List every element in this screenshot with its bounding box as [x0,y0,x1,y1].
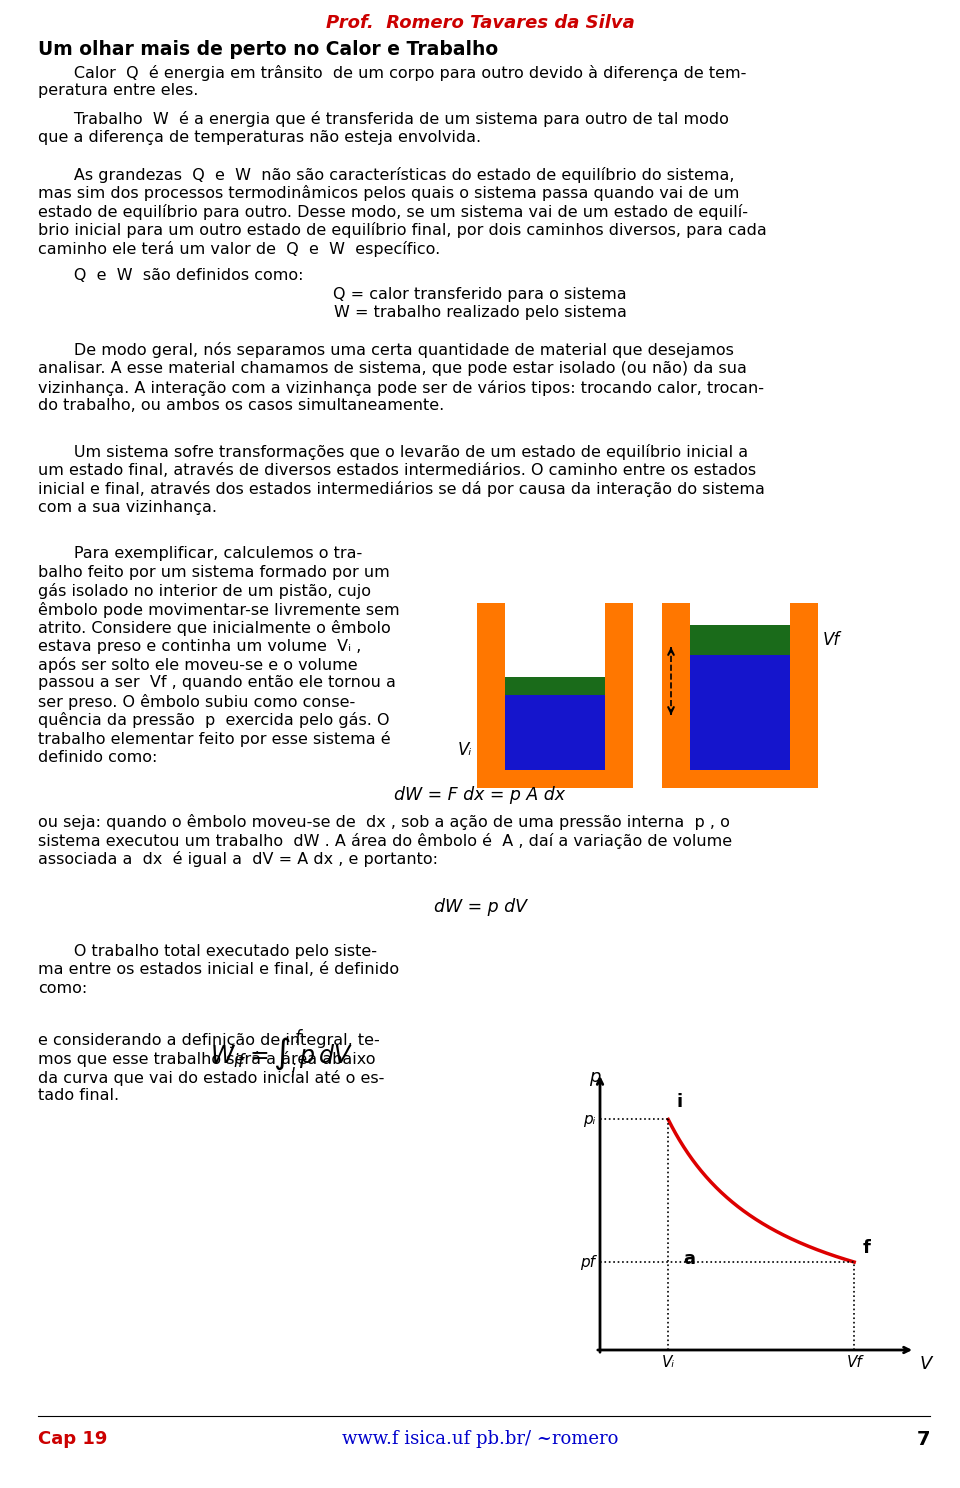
Text: inicial e final, através dos estados intermediários se dá por causa da interação: inicial e final, através dos estados int… [38,481,765,497]
Text: dW = F dx = p A dx: dW = F dx = p A dx [395,787,565,805]
Text: i: i [676,1094,683,1112]
Text: De modo geral, nós separamos uma certa quantidade de material que desejamos: De modo geral, nós separamos uma certa q… [38,342,733,359]
Text: W = trabalho realizado pelo sistema: W = trabalho realizado pelo sistema [333,305,627,320]
Text: Q = calor transferido para o sistema: Q = calor transferido para o sistema [333,287,627,302]
Text: www.f isica.uf pb.br/ ~romero: www.f isica.uf pb.br/ ~romero [342,1430,618,1448]
Text: Vf: Vf [823,631,840,649]
Bar [505,695,605,769]
Text: do trabalho, ou ambos os casos simultaneamente.: do trabalho, ou ambos os casos simultane… [38,397,444,414]
Text: a: a [684,1250,695,1268]
Text: associada a  dx  é igual a  dV = A dx , e portanto:: associada a dx é igual a dV = A dx , e p… [38,851,438,868]
Text: trabalho elementar feito por esse sistema é: trabalho elementar feito por esse sistem… [38,731,391,747]
Text: brio inicial para um outro estado de equilíbrio final, por dois caminhos diverso: brio inicial para um outro estado de equ… [38,222,767,238]
Text: atrito. Considere que inicialmente o êmbolo: atrito. Considere que inicialmente o êmb… [38,620,391,635]
Text: passou a ser  Vf , quando então ele tornou a: passou a ser Vf , quando então ele torno… [38,676,396,690]
Text: $W_{if} = \int_i^f p\,dV$: $W_{if} = \int_i^f p\,dV$ [210,1027,353,1080]
Text: com a sua vizinhança.: com a sua vizinhança. [38,500,217,515]
Text: quência da pressão  p  exercida pelo gás. O: quência da pressão p exercida pelo gás. … [38,713,390,729]
Text: As grandezas  Q  e  W  não são características do estado de equilíbrio do sistem: As grandezas Q e W não são característic… [38,167,734,183]
Text: um estado final, através de diversos estados intermediários. O caminho entre os : um estado final, através de diversos est… [38,463,756,478]
Text: peratura entre eles.: peratura entre eles. [38,83,199,98]
Bar [605,603,633,789]
Text: estado de equilíbrio para outro. Desse modo, se um sistema vai de um estado de e: estado de equilíbrio para outro. Desse m… [38,204,748,220]
Text: como:: como: [38,981,87,995]
Text: êmbolo pode movimentar-se livremente sem: êmbolo pode movimentar-se livremente sem [38,601,399,618]
Text: ou seja: quando o êmbolo moveu-se de  dx , sob a ação de uma pressão interna  p : ou seja: quando o êmbolo moveu-se de dx … [38,814,730,830]
Text: analisar. A esse material chamamos de sistema, que pode estar isolado (ou não) d: analisar. A esse material chamamos de si… [38,362,747,376]
Text: tado final.: tado final. [38,1088,119,1103]
Bar [690,655,790,769]
Text: Calor  Q  é energia em trânsito  de um corpo para outro devido à diferença de te: Calor Q é energia em trânsito de um corp… [38,65,746,80]
Text: Trabalho  W  é a energia que é transferida de um sistema para outro de tal modo: Trabalho W é a energia que é transferida… [38,112,729,128]
Text: Para exemplificar, calculemos o tra-: Para exemplificar, calculemos o tra- [38,546,362,561]
Text: caminho ele terá um valor de  Q  e  W  específico.: caminho ele terá um valor de Q e W espec… [38,241,441,257]
Text: Vᵢ: Vᵢ [661,1356,675,1370]
Text: Cap 19: Cap 19 [38,1430,108,1448]
Text: p: p [589,1068,601,1086]
Text: vizinhança. A interação com a vizinhança pode ser de vários tipos: trocando calo: vizinhança. A interação com a vizinhança… [38,379,764,396]
Text: Vᵢ: Vᵢ [458,741,472,759]
Bar [477,603,505,789]
Text: mos que esse trabalho será a área abaixo: mos que esse trabalho será a área abaixo [38,1051,375,1067]
Text: pᵢ: pᵢ [583,1112,595,1126]
Text: da curva que vai do estado inicial até o es-: da curva que vai do estado inicial até o… [38,1070,384,1086]
Bar [662,603,690,789]
Text: após ser solto ele moveu-se e o volume: após ser solto ele moveu-se e o volume [38,658,358,673]
Text: dW = p dV: dW = p dV [434,897,526,915]
Text: Um sistema sofre transformações que o levarão de um estado de equilíbrio inicial: Um sistema sofre transformações que o le… [38,445,748,460]
Text: sistema executou um trabalho  dW . A área do êmbolo é  A , daí a variação de vol: sistema executou um trabalho dW . A área… [38,833,732,848]
Text: f: f [862,1240,870,1257]
Bar [790,603,818,789]
Text: estava preso e continha um volume  Vᵢ ,: estava preso e continha um volume Vᵢ , [38,638,361,653]
Text: definido como:: definido como: [38,750,157,765]
Bar [690,625,790,655]
Text: pf: pf [580,1254,595,1269]
Bar [505,677,605,695]
Text: Um olhar mais de perto no Calor e Trabalho: Um olhar mais de perto no Calor e Trabal… [38,40,498,60]
Text: V: V [920,1356,932,1373]
Text: O trabalho total executado pelo siste-: O trabalho total executado pelo siste- [38,943,377,958]
Text: Vf: Vf [847,1356,862,1370]
Text: ser preso. O êmbolo subiu como conse-: ser preso. O êmbolo subiu como conse- [38,693,355,710]
Text: e considerando a definição de integral, te-: e considerando a definição de integral, … [38,1033,380,1048]
Text: balho feito por um sistema formado por um: balho feito por um sistema formado por u… [38,564,390,579]
Text: mas sim dos processos termodinâmicos pelos quais o sistema passa quando vai de u: mas sim dos processos termodinâmicos pel… [38,185,739,201]
Text: ma entre os estados inicial e final, é definido: ma entre os estados inicial e final, é d… [38,963,399,978]
Text: 7: 7 [917,1430,930,1449]
Text: gás isolado no interior de um pistão, cujo: gás isolado no interior de um pistão, cu… [38,583,371,600]
Bar [477,769,633,789]
Text: que a diferença de temperaturas não esteja envolvida.: que a diferença de temperaturas não este… [38,129,481,144]
Text: Prof.  Romero Tavares da Silva: Prof. Romero Tavares da Silva [325,13,635,33]
Text: Q  e  W  são definidos como:: Q e W são definidos como: [38,268,303,284]
Bar [662,769,818,789]
